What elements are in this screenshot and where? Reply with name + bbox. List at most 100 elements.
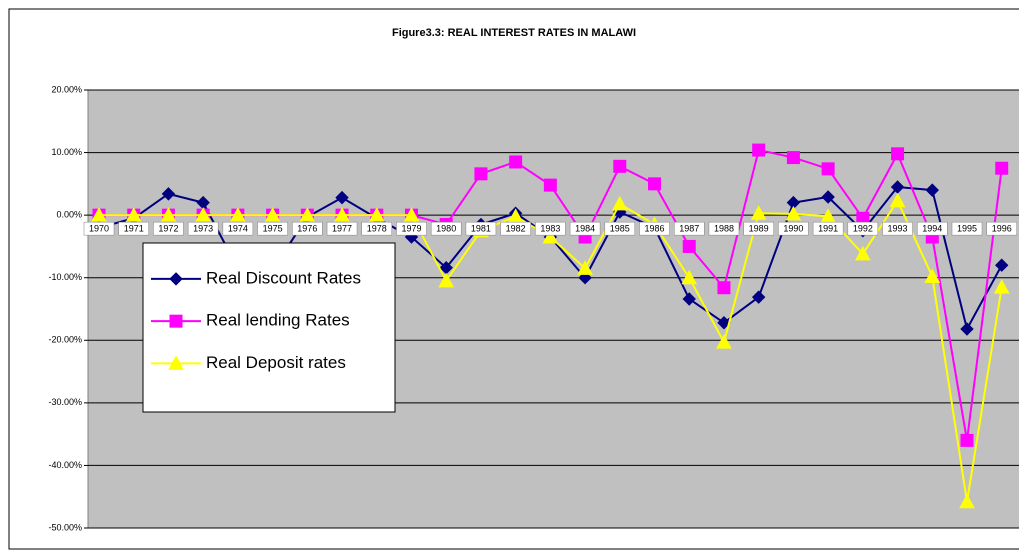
x-tick-label-box [986, 221, 1017, 236]
x-tick-label-box [639, 221, 670, 236]
marker-triangle [264, 207, 281, 222]
x-tick-label: 1978 [367, 224, 387, 234]
marker-diamond [682, 292, 696, 306]
marker-triangle [924, 268, 941, 283]
x-tick-label-box [569, 221, 601, 236]
marker-diamond [821, 190, 835, 204]
y-tick-label: -40.00% [48, 460, 82, 470]
x-tick-label: 1970 [89, 224, 109, 234]
marker-square [717, 281, 731, 295]
legend-box [142, 242, 396, 413]
x-tick-label-box [257, 221, 288, 236]
marker-diamond [335, 190, 349, 205]
marker-triangle [750, 205, 767, 220]
marker-triangle [889, 192, 906, 208]
marker-diamond [751, 290, 766, 304]
y-tick-label: 10.00% [51, 147, 82, 157]
x-tick-label-box [430, 221, 462, 236]
x-tick-label-box [292, 221, 323, 236]
marker-triangle [299, 207, 316, 222]
x-tick-label-box [743, 221, 774, 236]
x-tick-label: 1971 [124, 224, 144, 234]
marker-triangle [438, 272, 455, 288]
marker-triangle [577, 260, 593, 275]
marker-triangle [368, 207, 385, 222]
marker-triangle [785, 205, 802, 221]
marker-triangle [125, 207, 142, 222]
y-tick-label: -10.00% [48, 272, 82, 282]
x-tick-label-box [812, 221, 844, 236]
x-tick-label-box [187, 221, 219, 236]
y-tick-label: -30.00% [48, 397, 82, 407]
x-tick-label-box [604, 221, 636, 236]
marker-diamond [578, 271, 592, 285]
x-tick-label: 1985 [610, 224, 630, 234]
marker-triangle [403, 207, 420, 222]
x-tick-label: 1988 [714, 224, 734, 234]
marker-triangle [230, 207, 246, 222]
x-tick-label: 1994 [922, 224, 942, 234]
x-tick-label-box [83, 221, 115, 236]
marker-square [891, 147, 905, 161]
x-tick-label-box [535, 221, 566, 236]
x-tick-label: 1991 [818, 224, 838, 234]
legend-label: Real Discount Rates [206, 268, 361, 287]
y-tick-label: 0.00% [56, 210, 82, 220]
x-tick-label: 1983 [540, 224, 560, 234]
x-tick-label-box [222, 221, 254, 236]
legend-label: Real Deposit rates [206, 353, 346, 372]
marker-triangle [993, 279, 1010, 294]
legend-marker [168, 355, 184, 370]
marker-diamond [960, 322, 974, 336]
marker-square [543, 178, 557, 192]
x-tick-label: 1995 [957, 224, 977, 234]
x-tick-label-box [708, 221, 740, 236]
x-tick-label-box [465, 221, 497, 236]
marker-square [613, 159, 627, 173]
y-tick-label: -20.00% [48, 335, 82, 345]
marker-triangle [611, 195, 628, 211]
y-tick-label: 20.00% [51, 84, 82, 94]
x-tick-label: 1976 [297, 224, 317, 234]
x-tick-label-box [882, 221, 913, 236]
x-tick-label: 1982 [506, 224, 526, 234]
marker-diamond [995, 258, 1009, 272]
x-tick-label-box [500, 221, 531, 236]
x-tick-label: 1990 [783, 224, 803, 234]
x-tick-label-box [153, 221, 184, 236]
marker-square [960, 433, 974, 447]
marker-triangle [195, 207, 211, 222]
x-tick-label: 1981 [471, 224, 491, 234]
x-tick-label-box [951, 221, 983, 236]
x-tick-label-box [361, 221, 393, 236]
marker-square [752, 143, 766, 157]
x-tick-label: 1993 [888, 224, 908, 234]
x-tick-label-box [673, 221, 705, 236]
marker-diamond [717, 316, 731, 330]
marker-square [821, 162, 835, 176]
marker-triangle [855, 245, 871, 261]
x-tick-label: 1974 [228, 224, 248, 234]
marker-triangle [542, 228, 559, 244]
marker-square [648, 177, 662, 191]
x-tick-label: 1979 [401, 224, 421, 234]
x-tick-label-box [396, 221, 427, 236]
marker-square [509, 155, 523, 169]
x-tick-label: 1972 [158, 224, 178, 234]
x-tick-label: 1992 [853, 224, 873, 234]
marker-square [474, 167, 488, 181]
chart-title: Figure3.3: REAL INTEREST RATES IN MALAWI [392, 27, 636, 39]
x-tick-label: 1980 [436, 224, 456, 234]
marker-square [786, 151, 800, 165]
y-tick-label: -50.00% [48, 522, 82, 532]
legend-marker [169, 272, 183, 286]
x-tick-label: 1975 [263, 224, 283, 234]
marker-triangle [91, 207, 107, 222]
x-tick-label-box [326, 221, 358, 236]
marker-triangle [160, 207, 177, 222]
marker-triangle [959, 493, 975, 509]
x-tick-label-box [118, 221, 149, 236]
legend-label: Real lending Rates [206, 311, 350, 330]
